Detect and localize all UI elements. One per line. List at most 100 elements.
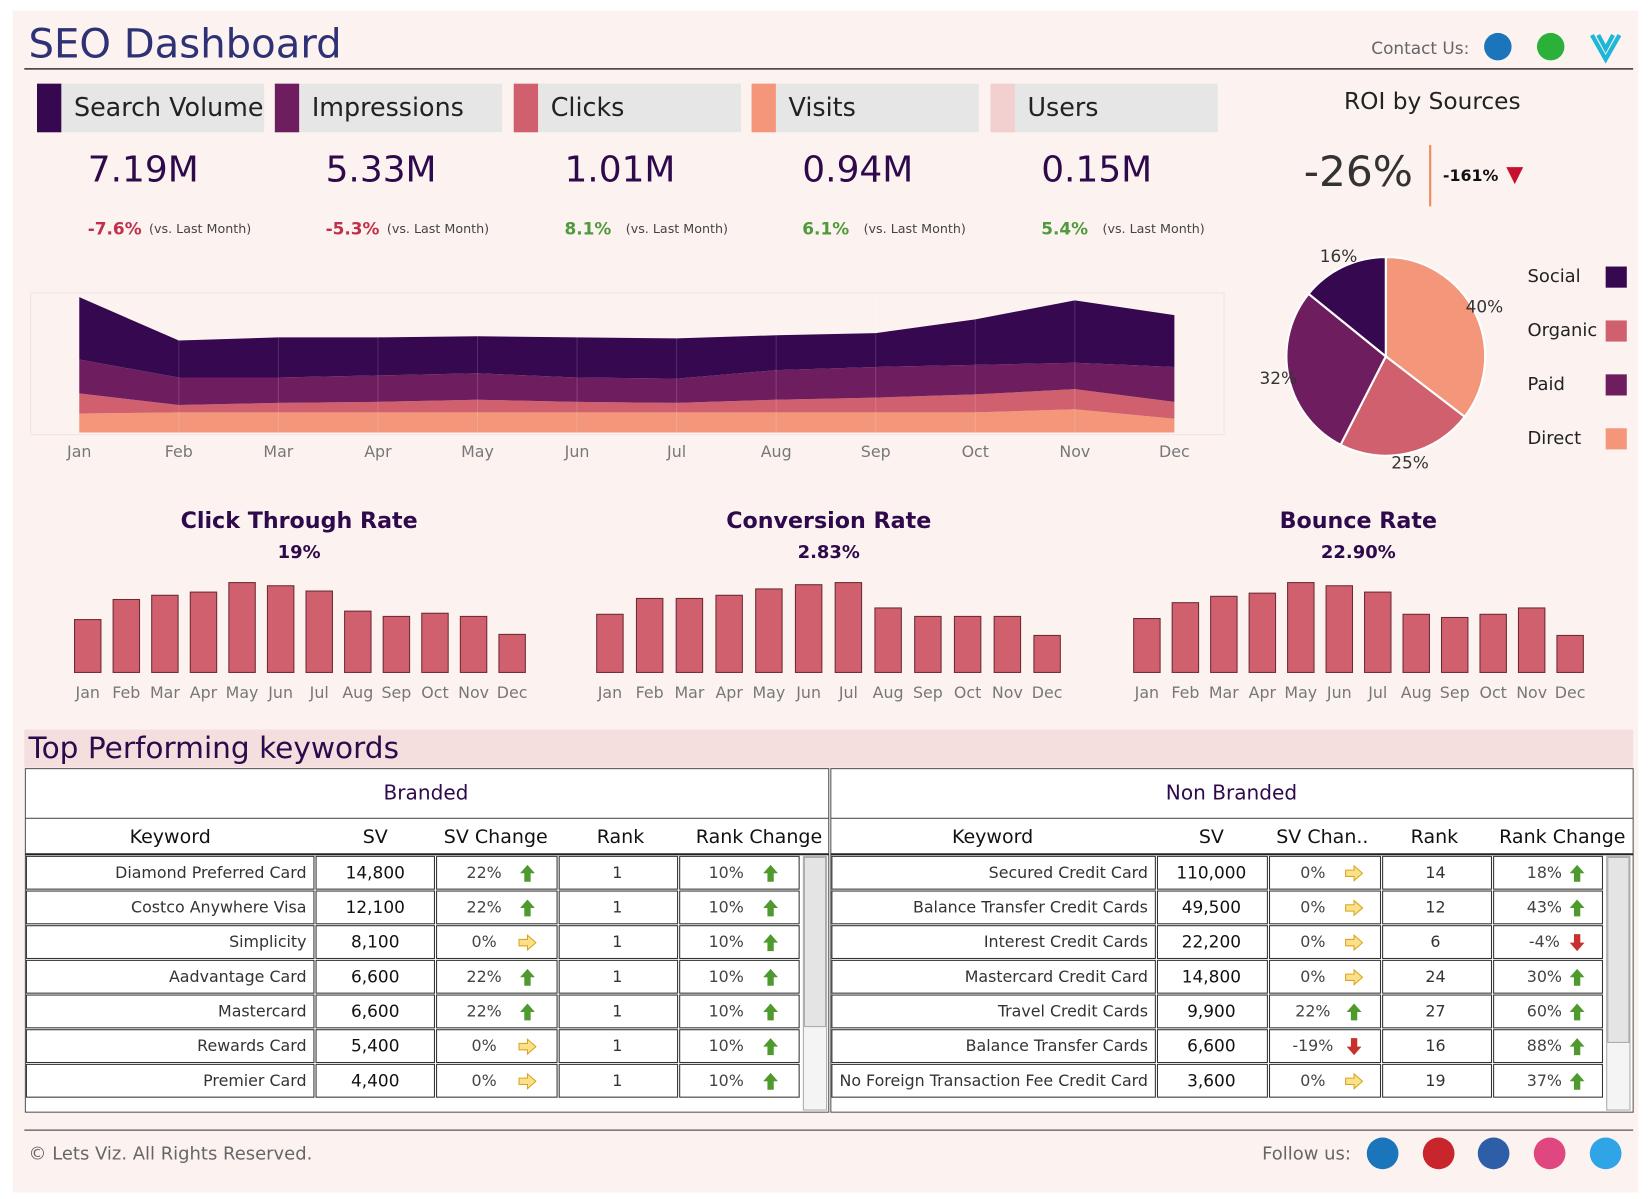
kpi-label: Users bbox=[1027, 92, 1098, 122]
kpi-tile bbox=[990, 83, 1218, 133]
table-cell bbox=[25, 855, 315, 890]
rank-cell: 1 bbox=[612, 1071, 622, 1090]
pinterest-icon[interactable] bbox=[1422, 1137, 1455, 1170]
scrollbar-thumb[interactable] bbox=[803, 856, 827, 1028]
table-cell bbox=[1382, 994, 1493, 1029]
bar bbox=[1402, 613, 1430, 673]
sv-cell: 14,800 bbox=[1182, 966, 1241, 986]
table-cell bbox=[315, 959, 435, 994]
table-cell bbox=[558, 1063, 679, 1098]
trend-arrow-down bbox=[1569, 934, 1585, 952]
x-tick-label: Feb bbox=[165, 442, 193, 461]
x-tick-label: Aug bbox=[761, 442, 792, 461]
keyword-cell: Aadvantage Card bbox=[169, 967, 307, 986]
twitter-icon[interactable] bbox=[1589, 1137, 1622, 1170]
x-tick-label: Oct bbox=[421, 683, 448, 702]
sv-change-cell: 0% bbox=[1300, 863, 1325, 882]
x-tick-label: May bbox=[461, 442, 494, 461]
area-layer bbox=[79, 409, 1175, 433]
scrollbar-thumb[interactable] bbox=[1607, 856, 1630, 1043]
kpi-value: 0.94M bbox=[802, 149, 913, 190]
chart-frame bbox=[30, 292, 1225, 436]
kpi-value: 1.01M bbox=[564, 149, 675, 190]
pie-label: 25% bbox=[1391, 453, 1429, 473]
trend-arrow-up bbox=[520, 1003, 535, 1021]
sv-cell: 22,200 bbox=[1182, 932, 1241, 952]
x-tick-label: Feb bbox=[636, 683, 664, 702]
keyword-cell: Travel Credit Cards bbox=[997, 1001, 1148, 1020]
legend-swatch bbox=[1605, 320, 1627, 342]
linkedin-icon[interactable] bbox=[1484, 32, 1512, 61]
x-tick-label: Nov bbox=[1516, 683, 1547, 702]
bar bbox=[1556, 634, 1584, 673]
table-cell bbox=[1493, 959, 1604, 994]
area-layer bbox=[79, 297, 1175, 379]
facebook-icon[interactable] bbox=[1477, 1137, 1510, 1170]
table-title: Branded bbox=[384, 780, 469, 804]
bar bbox=[498, 633, 526, 673]
trend-arrow-flat bbox=[1345, 864, 1364, 882]
keyword-cell: Interest Credit Cards bbox=[984, 932, 1148, 951]
whatsapp-icon[interactable] bbox=[1536, 32, 1565, 61]
sv-change-cell: 0% bbox=[472, 1071, 497, 1090]
bar bbox=[953, 615, 982, 673]
x-tick-label: Jun bbox=[1326, 683, 1352, 702]
brand-icon[interactable] bbox=[1590, 33, 1622, 64]
table-cell bbox=[1493, 1063, 1604, 1098]
rank-change-cell: -4% bbox=[1529, 932, 1560, 951]
keyword-cell: No Foreign Transaction Fee Credit Card bbox=[839, 1071, 1147, 1090]
x-tick-label: Dec bbox=[497, 683, 528, 702]
table-cell bbox=[315, 855, 435, 890]
table-cell bbox=[831, 855, 1156, 890]
table-cell bbox=[679, 925, 800, 960]
area-layer bbox=[79, 359, 1175, 406]
table-cell bbox=[831, 890, 1156, 925]
x-tick-label: Aug bbox=[1401, 683, 1432, 702]
trend-arrow-flat bbox=[1345, 934, 1364, 952]
legend-label: Paid bbox=[1527, 374, 1564, 395]
sv-cell: 4,400 bbox=[351, 1070, 399, 1090]
bar bbox=[675, 597, 704, 673]
bar bbox=[73, 619, 102, 673]
sv-change-cell: 22% bbox=[467, 967, 502, 986]
rank-change-cell: 10% bbox=[709, 897, 744, 916]
linkedin-icon[interactable] bbox=[1366, 1137, 1399, 1170]
kpi-label: Clicks bbox=[551, 92, 625, 122]
column-header: Rank Change bbox=[1499, 826, 1625, 848]
x-tick-label: Jul bbox=[309, 683, 329, 702]
copyright: © Lets Viz. All Rights Reserved. bbox=[29, 1143, 313, 1164]
sv-cell: 12,100 bbox=[346, 897, 405, 917]
roi-change: -161% bbox=[1443, 166, 1499, 185]
rank-change-cell: 60% bbox=[1527, 1001, 1562, 1020]
kpi-swatch bbox=[751, 83, 776, 133]
dribbble-icon[interactable] bbox=[1533, 1137, 1566, 1170]
table-cell bbox=[558, 890, 679, 925]
table-cell bbox=[436, 925, 558, 960]
x-tick-label: Jun bbox=[795, 683, 821, 702]
trend-arrow-up bbox=[763, 968, 778, 986]
kpi-note: (vs. Last Month) bbox=[149, 221, 251, 236]
rank-cell: 24 bbox=[1425, 967, 1445, 986]
keyword-cell: Balance Transfer Cards bbox=[966, 1036, 1148, 1055]
x-tick-label: May bbox=[226, 683, 259, 702]
table-cell bbox=[679, 959, 800, 994]
sv-change-cell: 0% bbox=[1300, 1071, 1325, 1090]
table-cell bbox=[436, 890, 558, 925]
keyword-cell: Secured Credit Card bbox=[989, 863, 1148, 882]
rank-cell: 27 bbox=[1425, 1001, 1445, 1020]
pie-label: 16% bbox=[1320, 246, 1358, 266]
pie-slice bbox=[1339, 354, 1467, 457]
x-tick-label: Nov bbox=[458, 683, 489, 702]
legend-label: Organic bbox=[1527, 320, 1597, 341]
rank-cell: 1 bbox=[612, 897, 622, 916]
legend-swatch bbox=[1605, 428, 1627, 450]
sv-change-cell: 22% bbox=[467, 897, 502, 916]
x-tick-label: Oct bbox=[962, 442, 989, 461]
table-cell bbox=[436, 855, 558, 890]
table-cell bbox=[1156, 855, 1268, 890]
rank-change-cell: 88% bbox=[1527, 1036, 1562, 1055]
table-cell bbox=[25, 959, 315, 994]
table-cell bbox=[1382, 855, 1493, 890]
pie-slice bbox=[1307, 255, 1387, 359]
bar bbox=[1440, 616, 1469, 673]
